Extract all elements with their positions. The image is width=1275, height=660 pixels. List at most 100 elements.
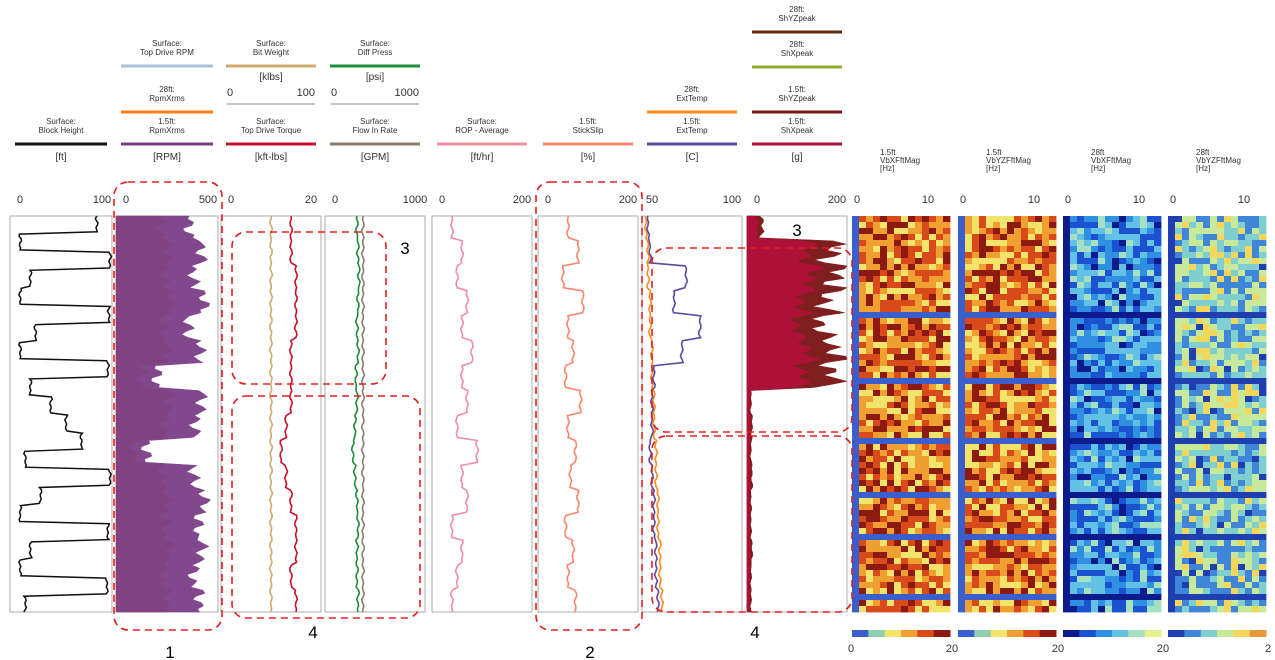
spectrogram-cell-3 xyxy=(1210,540,1218,547)
spectrogram-cell-1 xyxy=(1035,288,1043,295)
spectrogram-cell-2 xyxy=(1154,456,1162,463)
spectrogram-cell-1 xyxy=(986,384,994,391)
spectrogram-cell-1 xyxy=(1035,354,1043,361)
spectrogram-cell-1 xyxy=(986,594,994,601)
spectrogram-cell-3 xyxy=(1217,438,1225,445)
spectrogram-cell-0 xyxy=(852,444,860,451)
spectrogram-cell-3 xyxy=(1231,348,1239,355)
spectrogram-cell-2 xyxy=(1147,450,1155,457)
spectrogram-cell-1 xyxy=(1042,558,1050,565)
spectrogram-cell-1 xyxy=(965,324,973,331)
spectrogram-cell-0 xyxy=(936,408,944,415)
spectrogram-cell-0 xyxy=(873,360,881,367)
spectrogram-cell-2 xyxy=(1084,480,1092,487)
spectrogram-cell-2 xyxy=(1070,372,1078,379)
spectrogram-cell-2 xyxy=(1119,540,1127,547)
spectrogram-cell-0 xyxy=(901,276,909,283)
spectrogram-cell-1 xyxy=(1049,348,1057,355)
spectrogram-cell-2 xyxy=(1140,462,1148,469)
spectrogram-cell-1 xyxy=(1028,360,1036,367)
spectrogram-cell-0 xyxy=(943,510,951,517)
spectrogram-cell-3 xyxy=(1217,246,1225,253)
spectrogram-cell-1 xyxy=(965,270,973,277)
spectrogram-cell-3 xyxy=(1231,528,1239,535)
spectrogram-cell-1 xyxy=(965,588,973,595)
spectrogram-cell-2 xyxy=(1084,246,1092,253)
spectrogram-cell-2 xyxy=(1147,492,1155,499)
spectrogram-cell-1 xyxy=(958,378,966,385)
spectrogram-cell-3 xyxy=(1231,594,1239,601)
spectrogram-cell-3 xyxy=(1196,240,1204,247)
spectrogram-cell-1 xyxy=(1028,366,1036,373)
spectrogram-cell-3 xyxy=(1210,354,1218,361)
spectrogram-cell-0 xyxy=(908,306,916,313)
spectrogram-cell-2 xyxy=(1119,558,1127,565)
spectrogram-cell-3 xyxy=(1168,372,1176,379)
spectrogram-cell-1 xyxy=(986,324,994,331)
spectrogram-cell-0 xyxy=(880,600,888,607)
spectrogram-cell-3 xyxy=(1252,498,1260,505)
legend-label-2-1-line-1: Top Drive Torque xyxy=(241,126,302,135)
spectrogram-cell-2 xyxy=(1133,534,1141,541)
spectrogram-cell-1 xyxy=(1014,546,1022,553)
spectrogram-cell-3 xyxy=(1217,330,1225,337)
spectrogram-cell-3 xyxy=(1203,558,1211,565)
spectrogram-cell-2 xyxy=(1105,498,1113,505)
spectrogram-cell-0 xyxy=(866,402,874,409)
spectrogram-cell-3 xyxy=(1175,402,1183,409)
spectrogram-cell-1 xyxy=(958,408,966,415)
spectrogram-cell-0 xyxy=(908,564,916,571)
spectrogram-cell-3 xyxy=(1245,420,1253,427)
spectrogram-cell-2 xyxy=(1070,288,1078,295)
spectrogram-cell-0 xyxy=(929,240,937,247)
spectrogram-cell-2 xyxy=(1147,324,1155,331)
spectrogram-cell-1 xyxy=(1049,372,1057,379)
spectrogram-cell-3 xyxy=(1175,216,1183,223)
spectrogram-cell-0 xyxy=(922,414,930,421)
spectrogram-cell-3 xyxy=(1245,588,1253,595)
track-frame-5 xyxy=(537,215,639,613)
spectrogram-cell-1 xyxy=(1042,480,1050,487)
spectrogram-cell-2 xyxy=(1154,510,1162,517)
spectrogram-cell-1 xyxy=(958,372,966,379)
spectrogram-cell-2 xyxy=(1098,462,1106,469)
spectrogram-cell-2 xyxy=(1112,546,1120,553)
spectrogram-cell-3 xyxy=(1217,462,1225,469)
spectrogram-cell-1 xyxy=(1042,438,1050,445)
spectrogram-cell-0 xyxy=(852,588,860,595)
spectrogram-cell-2 xyxy=(1063,522,1071,529)
spectrogram-cell-1 xyxy=(1021,348,1029,355)
spectrogram-cell-1 xyxy=(972,306,980,313)
spectrogram-cell-2 xyxy=(1112,594,1120,601)
spectrogram-cell-2 xyxy=(1126,426,1134,433)
spectrogram-cell-1 xyxy=(958,384,966,391)
spectrogram-cell-3 xyxy=(1252,324,1260,331)
spectrogram-cell-1 xyxy=(1042,588,1050,595)
spectrogram-cell-3 xyxy=(1231,420,1239,427)
spectrogram-cell-0 xyxy=(887,240,895,247)
spectrogram-cell-2 xyxy=(1105,510,1113,517)
spectrogram-cell-2 xyxy=(1063,348,1071,355)
legend-label-3-1-line-1: Flow In Rate xyxy=(353,126,398,135)
spectrogram-cell-2 xyxy=(1147,372,1155,379)
spectrogram-cell-2 xyxy=(1077,546,1085,553)
spectrogram-cell-0 xyxy=(859,498,867,505)
spectrogram-cell-0 xyxy=(908,240,916,247)
spectrogram-cell-2 xyxy=(1119,336,1127,343)
spectrogram-cell-1 xyxy=(979,252,987,259)
spectrogram-cell-3 xyxy=(1189,354,1197,361)
spectrogram-cell-3 xyxy=(1231,600,1239,607)
spectrogram-cell-0 xyxy=(887,486,895,493)
spectrogram-cell-2 xyxy=(1084,276,1092,283)
spectrogram-cell-0 xyxy=(894,366,902,373)
spectrogram-cell-3 xyxy=(1203,516,1211,523)
spectrogram-cell-3 xyxy=(1182,306,1190,313)
spectrogram-cell-1 xyxy=(958,276,966,283)
spectrogram-cell-1 xyxy=(986,336,994,343)
spectrogram-cell-0 xyxy=(915,576,923,583)
spectrogram-cell-3 xyxy=(1210,318,1218,325)
spectrogram-cell-3 xyxy=(1196,426,1204,433)
spectrogram-cell-0 xyxy=(894,606,902,613)
spectrogram-cell-2 xyxy=(1084,456,1092,463)
spectrogram-cell-2 xyxy=(1105,588,1113,595)
